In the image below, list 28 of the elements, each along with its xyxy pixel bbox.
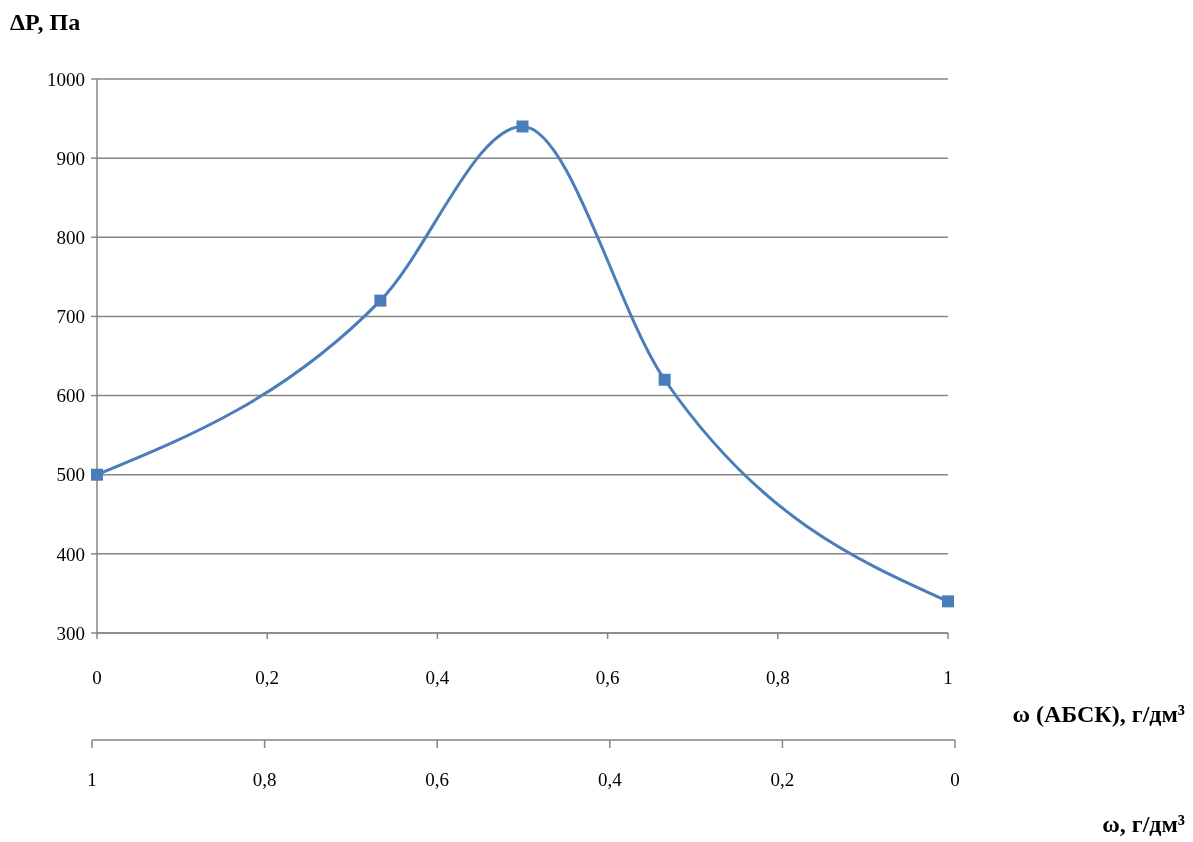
y-tick-label: 300	[56, 622, 85, 644]
x2-tick-label: 1	[87, 769, 97, 790]
x2-tick-label: 0	[950, 769, 960, 790]
x-tick-label: 0,6	[595, 667, 620, 688]
y-tick-label: 800	[56, 226, 85, 248]
x-tick-label: 0,2	[255, 667, 280, 688]
x-tick-label: 0,8	[765, 667, 790, 688]
y-tick-label: 600	[56, 385, 85, 407]
y-tick-label: 700	[56, 306, 85, 328]
point	[942, 595, 954, 608]
y-tick-label: 900	[56, 147, 85, 169]
x-axis-title: ω (АБСК), г/дм³	[1012, 701, 1185, 727]
x-tick-label: 0,4	[425, 667, 450, 688]
x2-tick-label: 0,6	[425, 769, 450, 790]
x2-tick-label: 0,4	[597, 769, 623, 790]
x2-tick-label: 0,8	[252, 769, 277, 790]
point	[516, 120, 529, 133]
y-axis-title: ΔP, Па	[10, 9, 81, 35]
y-tick-label: 400	[56, 543, 85, 565]
x2-axis-title: ω, г/дм³	[1102, 811, 1185, 837]
point	[91, 468, 103, 481]
y-tick-label: 1000	[47, 68, 85, 90]
point	[658, 373, 671, 386]
x-tick-label: 0	[92, 667, 102, 688]
point	[374, 294, 387, 307]
x2-tick-label: 0,2	[770, 769, 795, 790]
y-tick-label: 500	[56, 464, 85, 486]
x-tick-label: 1	[943, 667, 953, 688]
